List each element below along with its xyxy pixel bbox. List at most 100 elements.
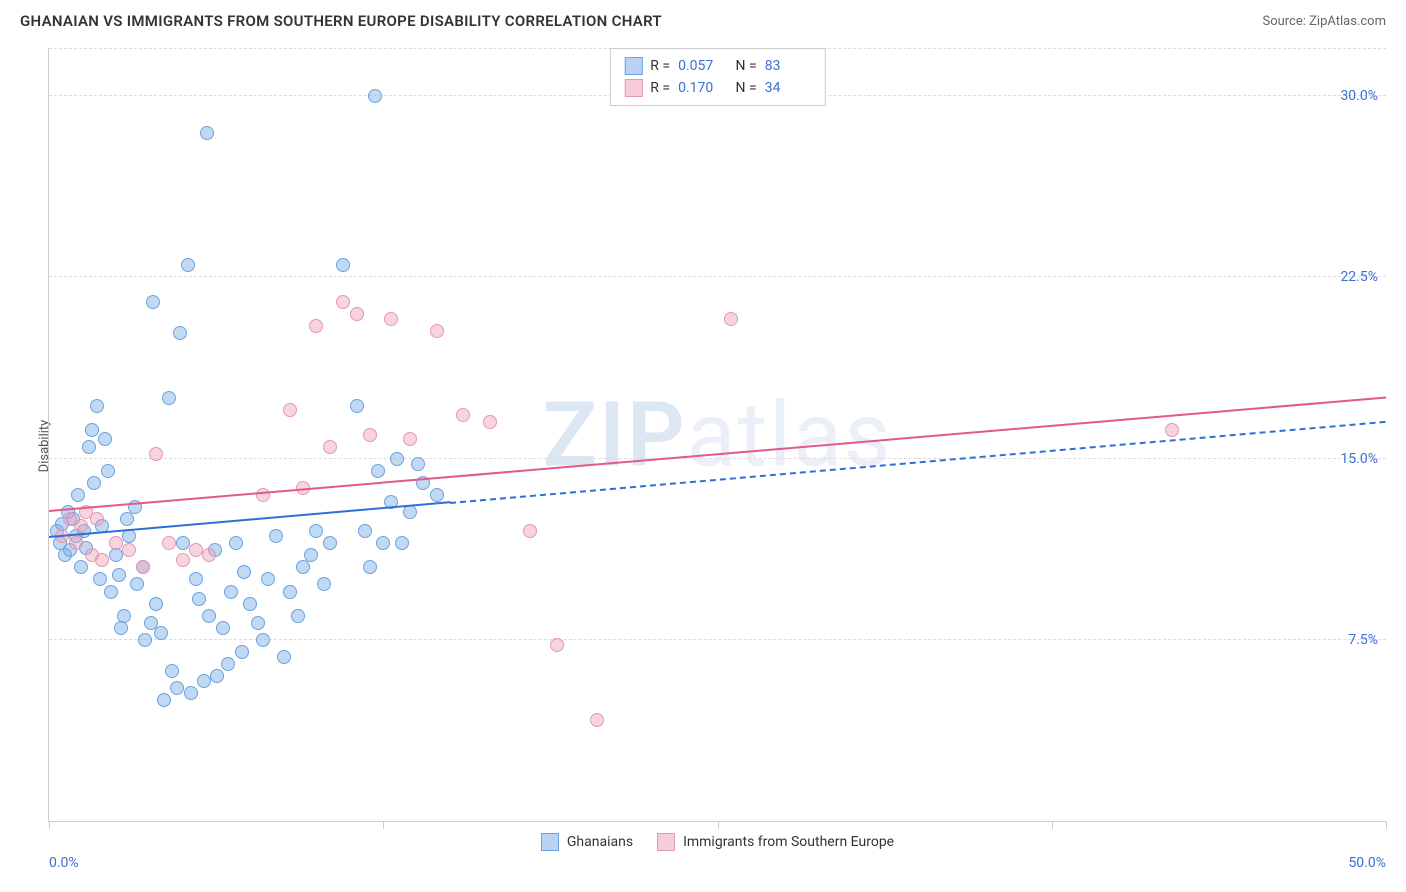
data-point-ghanaians xyxy=(304,548,318,562)
data-point-ghanaians xyxy=(317,577,331,591)
stat-n-value: 83 xyxy=(765,58,811,74)
chart-area: ZIPatlas 7.5%15.0%22.5%30.0%0.0%50.0% R … xyxy=(48,48,1386,822)
y-tick-label: 15.0% xyxy=(1340,451,1378,467)
data-point-ghanaians xyxy=(229,536,243,550)
data-point-immigrants_se xyxy=(309,319,323,333)
data-point-ghanaians xyxy=(176,536,190,550)
data-point-ghanaians xyxy=(197,674,211,688)
data-point-ghanaians xyxy=(395,536,409,550)
data-point-ghanaians xyxy=(154,626,168,640)
data-point-immigrants_se xyxy=(1165,423,1179,437)
data-point-ghanaians xyxy=(358,524,372,538)
data-point-ghanaians xyxy=(130,577,144,591)
data-point-ghanaians xyxy=(82,440,96,454)
data-point-ghanaians xyxy=(138,633,152,647)
data-point-immigrants_se xyxy=(136,560,150,574)
data-point-ghanaians xyxy=(71,488,85,502)
plot-surface: ZIPatlas 7.5%15.0%22.5%30.0%0.0%50.0% xyxy=(49,48,1386,821)
data-point-immigrants_se xyxy=(590,713,604,727)
data-point-immigrants_se xyxy=(550,638,564,652)
data-point-immigrants_se xyxy=(74,519,88,533)
y-tick-label: 30.0% xyxy=(1340,88,1378,104)
data-point-ghanaians xyxy=(114,621,128,635)
data-point-immigrants_se xyxy=(95,553,109,567)
data-point-ghanaians xyxy=(200,126,214,140)
data-point-immigrants_se xyxy=(202,548,216,562)
data-point-ghanaians xyxy=(149,597,163,611)
gridline-h xyxy=(49,458,1386,459)
watermark: ZIPatlas xyxy=(543,382,893,487)
data-point-immigrants_se xyxy=(403,432,417,446)
data-point-ghanaians xyxy=(363,560,377,574)
data-point-ghanaians xyxy=(235,645,249,659)
data-point-ghanaians xyxy=(261,572,275,586)
data-point-ghanaians xyxy=(376,536,390,550)
data-point-immigrants_se xyxy=(363,428,377,442)
data-point-ghanaians xyxy=(221,657,235,671)
data-point-ghanaians xyxy=(277,650,291,664)
data-point-ghanaians xyxy=(120,512,134,526)
data-point-ghanaians xyxy=(202,609,216,623)
data-point-ghanaians xyxy=(243,597,257,611)
data-point-ghanaians xyxy=(237,565,251,579)
data-point-ghanaians xyxy=(93,572,107,586)
stat-r-value: 0.170 xyxy=(678,80,724,96)
data-point-immigrants_se xyxy=(323,440,337,454)
data-point-ghanaians xyxy=(269,529,283,543)
data-point-ghanaians xyxy=(162,391,176,405)
data-point-immigrants_se xyxy=(336,295,350,309)
data-point-ghanaians xyxy=(157,693,171,707)
data-point-ghanaians xyxy=(296,560,310,574)
swatch-ghanaians xyxy=(541,833,559,851)
data-point-immigrants_se xyxy=(456,408,470,422)
data-point-immigrants_se xyxy=(162,536,176,550)
gridline-h xyxy=(49,639,1386,640)
stat-r-label: R = xyxy=(650,58,670,74)
stats-row-immigrants_se: R = 0.170 N = 34 xyxy=(624,77,810,99)
legend-item-ghanaians: Ghanaians xyxy=(541,833,633,851)
data-point-ghanaians xyxy=(323,536,337,550)
category-legend: GhanaiansImmigrants from Southern Europe xyxy=(49,833,1386,851)
data-point-ghanaians xyxy=(336,258,350,272)
data-point-ghanaians xyxy=(165,664,179,678)
y-tick-label: 22.5% xyxy=(1340,269,1378,285)
data-point-ghanaians xyxy=(85,423,99,437)
data-point-immigrants_se xyxy=(122,543,136,557)
stat-r-label: R = xyxy=(650,80,670,96)
data-point-immigrants_se xyxy=(350,307,364,321)
stats-row-ghanaians: R =0.057 N =83 xyxy=(624,55,810,77)
data-point-immigrants_se xyxy=(256,488,270,502)
data-point-immigrants_se xyxy=(109,536,123,550)
data-point-ghanaians xyxy=(98,432,112,446)
data-point-ghanaians xyxy=(87,476,101,490)
data-point-immigrants_se xyxy=(149,447,163,461)
data-point-immigrants_se xyxy=(283,403,297,417)
x-tick xyxy=(1052,821,1053,829)
data-point-ghanaians xyxy=(411,457,425,471)
data-point-ghanaians xyxy=(251,616,265,630)
data-point-ghanaians xyxy=(210,669,224,683)
trend-line-immigrants_se xyxy=(49,396,1386,512)
y-tick-label: 7.5% xyxy=(1348,632,1378,648)
data-point-ghanaians xyxy=(181,258,195,272)
source-attribution: Source: ZipAtlas.com xyxy=(1262,14,1386,29)
data-point-ghanaians xyxy=(309,524,323,538)
x-tick xyxy=(49,821,50,829)
data-point-immigrants_se xyxy=(430,324,444,338)
data-point-ghanaians xyxy=(184,686,198,700)
stat-n-label: N = xyxy=(732,58,757,74)
data-point-ghanaians xyxy=(192,592,206,606)
stat-n-label: N = xyxy=(732,80,757,96)
data-point-ghanaians xyxy=(173,326,187,340)
data-point-ghanaians xyxy=(109,548,123,562)
data-point-ghanaians xyxy=(291,609,305,623)
data-point-immigrants_se xyxy=(189,543,203,557)
x-tick-label: 50.0% xyxy=(1348,855,1386,871)
legend-label: Ghanaians xyxy=(567,834,633,850)
swatch-immigrants_se xyxy=(624,79,642,97)
data-point-immigrants_se xyxy=(483,415,497,429)
data-point-ghanaians xyxy=(371,464,385,478)
stat-n-value: 34 xyxy=(765,80,811,96)
swatch-immigrants_se xyxy=(657,833,675,851)
trend-line-ghanaians xyxy=(49,502,450,539)
